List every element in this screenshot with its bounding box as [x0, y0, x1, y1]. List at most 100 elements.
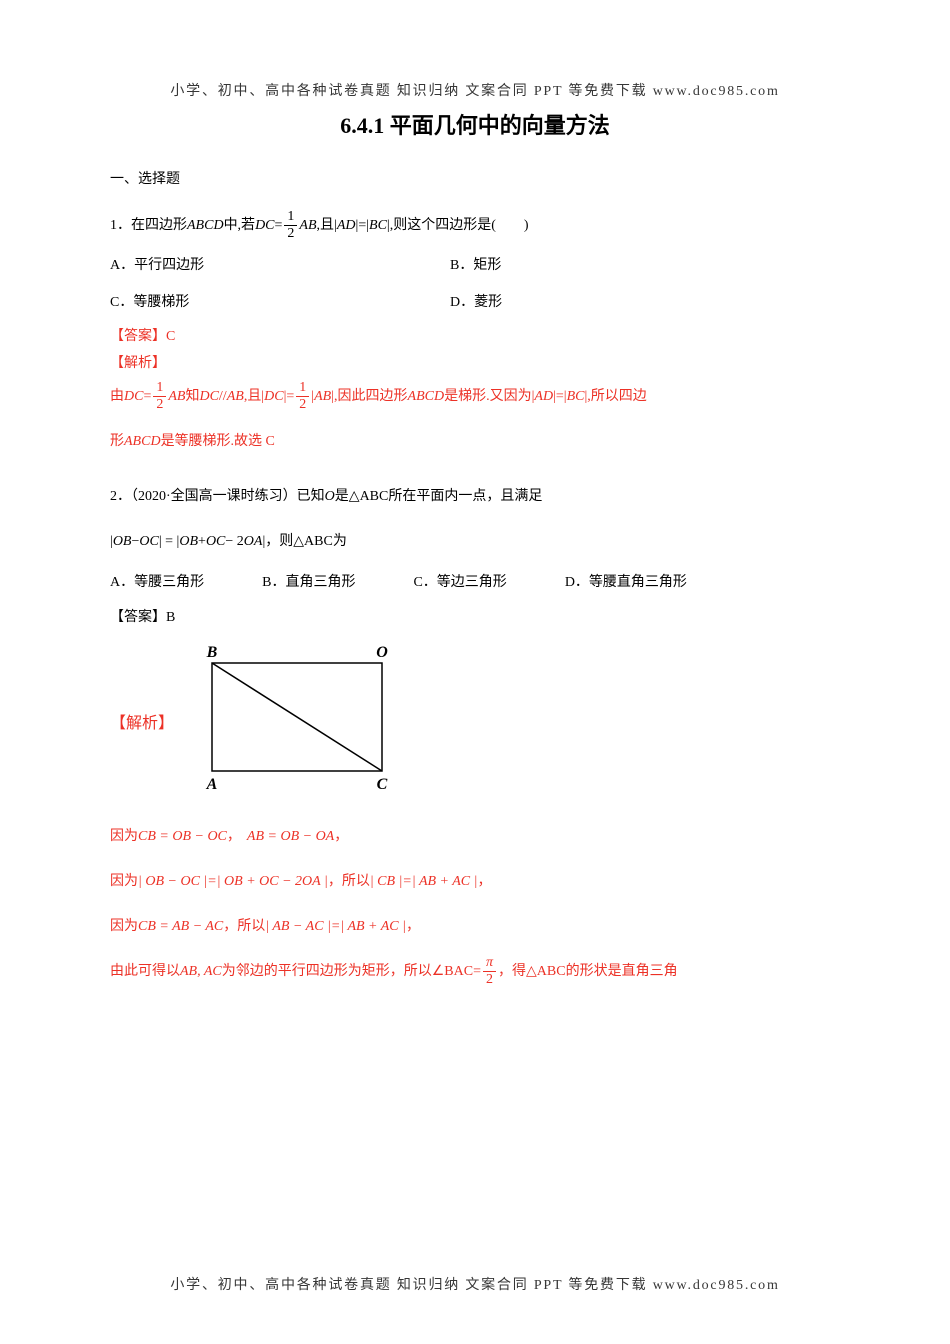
text: ， — [406, 909, 420, 944]
text: 为邻边的平行四边形为矩形，所以 — [222, 954, 432, 989]
math: CB = AB − AC — [138, 909, 223, 944]
q1-stem: 1．在四边形 ABCD 中,若 DC = 1 2 AB ,且| AD |=| B… — [110, 208, 840, 243]
q1-explain-p2: 形 ABCD 是等腰梯形.故选 C — [110, 424, 840, 459]
equals: = — [473, 954, 481, 989]
math-triABC: △ABC — [293, 524, 333, 559]
text: ,且| — [244, 379, 264, 414]
q2-exp-l3: 因为 CB = AB − AC ，所以 | AB − AC |=| AB + A… — [110, 909, 840, 944]
q2-answer: 【答案】B — [110, 607, 840, 629]
math: DC — [264, 379, 283, 414]
q1-answer: 【答案】C — [110, 326, 840, 348]
q2-optA: A．等腰三角形 — [110, 569, 204, 597]
label-B: B — [206, 644, 218, 661]
text: |=| — [356, 208, 370, 243]
bar-eq-bar: | = | — [159, 524, 180, 559]
text: 2．（2020·全国高一课时练习）已知 — [110, 479, 325, 514]
q1-explain-label: 【解析】 — [110, 353, 840, 375]
q1-optA: A．平行四边形 — [110, 253, 450, 280]
math: DC — [124, 379, 143, 414]
angle: ∠BAC — [432, 954, 473, 989]
math: | OB − OC |=| OB + OC − 2OA | — [138, 864, 328, 899]
math: OC — [139, 524, 158, 559]
page-header: 小学、初中、高中各种试卷真题 知识归纳 文案合同 PPT 等免费下载 www.d… — [110, 80, 840, 100]
numerator: 1 — [153, 381, 166, 397]
fraction: 1 2 — [284, 210, 297, 241]
equals: = — [143, 379, 151, 414]
math: CB = OB − OC — [138, 819, 227, 854]
fraction: 1 2 — [153, 381, 166, 412]
answer-val: C — [166, 329, 175, 344]
text: 是 — [335, 479, 349, 514]
q1-options-row1: A．平行四边形 B．矩形 — [110, 253, 840, 280]
text: |=| — [553, 379, 567, 414]
text: ， — [227, 819, 241, 854]
text: ， — [334, 819, 348, 854]
text: 由此可得以 — [110, 954, 180, 989]
math: | CB |=| AB + AC | — [370, 864, 478, 899]
math: OB — [113, 524, 132, 559]
math-ad: AD — [337, 208, 356, 243]
document-title: 6.4.1 平面几何中的向量方法 — [110, 108, 840, 140]
text: 因为 — [110, 864, 138, 899]
parallel: // — [219, 379, 227, 414]
label-C: C — [377, 776, 388, 793]
text: ,且| — [317, 208, 337, 243]
rectangle-diagram: B O A C — [182, 641, 412, 801]
plus: + — [198, 524, 206, 559]
numerator: π — [483, 956, 496, 972]
text: 为 — [333, 524, 347, 559]
math: AB — [168, 379, 185, 414]
fraction: π 2 — [483, 956, 496, 987]
text: |,所以四边 — [584, 379, 646, 414]
math: OB — [179, 524, 198, 559]
minus2: − 2 — [225, 524, 243, 559]
math-ab: AB — [299, 208, 316, 243]
math-O: O — [325, 479, 335, 514]
q2-options: A．等腰三角形 B．直角三角形 C．等边三角形 D．等腰直角三角形 — [110, 569, 840, 597]
denominator: 2 — [483, 972, 496, 987]
section-heading: 一、选择题 — [110, 168, 840, 188]
text: ，所以 — [223, 909, 265, 944]
text: 是梯形.又因为| — [444, 379, 534, 414]
math: BC — [567, 379, 585, 414]
math-dc: DC — [255, 208, 274, 243]
math: AB — [314, 379, 331, 414]
denominator: 2 — [153, 397, 166, 412]
q2-optD: D．等腰直角三角形 — [565, 569, 687, 597]
text: 形 — [110, 424, 124, 459]
q2-exp-l4: 由此可得以 AB, AC 为邻边的平行四边形为矩形，所以 ∠BAC = π 2 … — [110, 954, 840, 989]
math: ABCD — [124, 424, 161, 459]
numerator: 1 — [284, 210, 297, 226]
answer-label: 【答案】 — [110, 610, 166, 625]
q1-optD: D．菱形 — [450, 290, 502, 317]
text: |,因此四边形 — [331, 379, 407, 414]
text: 1．在四边形 — [110, 208, 187, 243]
math: | AB − AC |=| AB + AC | — [265, 909, 406, 944]
equals: = — [275, 208, 283, 243]
page-footer: 小学、初中、高中各种试卷真题 知识归纳 文案合同 PPT 等免费下载 www.d… — [0, 1274, 950, 1294]
q2-diagram-row: 【解析】 B O A C — [110, 641, 840, 801]
text: 知 — [185, 379, 199, 414]
q1-optB: B．矩形 — [450, 253, 501, 280]
math: AB — [227, 379, 244, 414]
math: OC — [206, 524, 225, 559]
text: ，得 — [498, 954, 526, 989]
text: |= — [284, 379, 295, 414]
math-triABC: △ABC — [349, 479, 389, 514]
math: AB = OB − OA — [247, 819, 334, 854]
q2-exp-l2: 因为 | OB − OC |=| OB + OC − 2OA | ，所以 | C… — [110, 864, 840, 899]
text: 由 — [110, 379, 124, 414]
text: ， — [478, 864, 492, 899]
label-O: O — [376, 644, 388, 661]
text: 是等腰梯形.故选 C — [161, 424, 275, 459]
minus: − — [131, 524, 139, 559]
q1-options-row2: C．等腰梯形 D．菱形 — [110, 290, 840, 317]
q2-stem-2: | OB − OC | = | OB + OC − 2 OA | ，则 △ABC… — [110, 524, 840, 559]
denominator: 2 — [284, 226, 297, 241]
denominator: 2 — [296, 397, 309, 412]
math: AB, AC — [180, 954, 222, 989]
text: 中,若 — [224, 208, 256, 243]
math-triABC: △ABC — [526, 954, 566, 989]
q2-exp-l1: 因为 CB = OB − OC ， AB = OB − OA ， — [110, 819, 840, 854]
math: DC — [199, 379, 218, 414]
